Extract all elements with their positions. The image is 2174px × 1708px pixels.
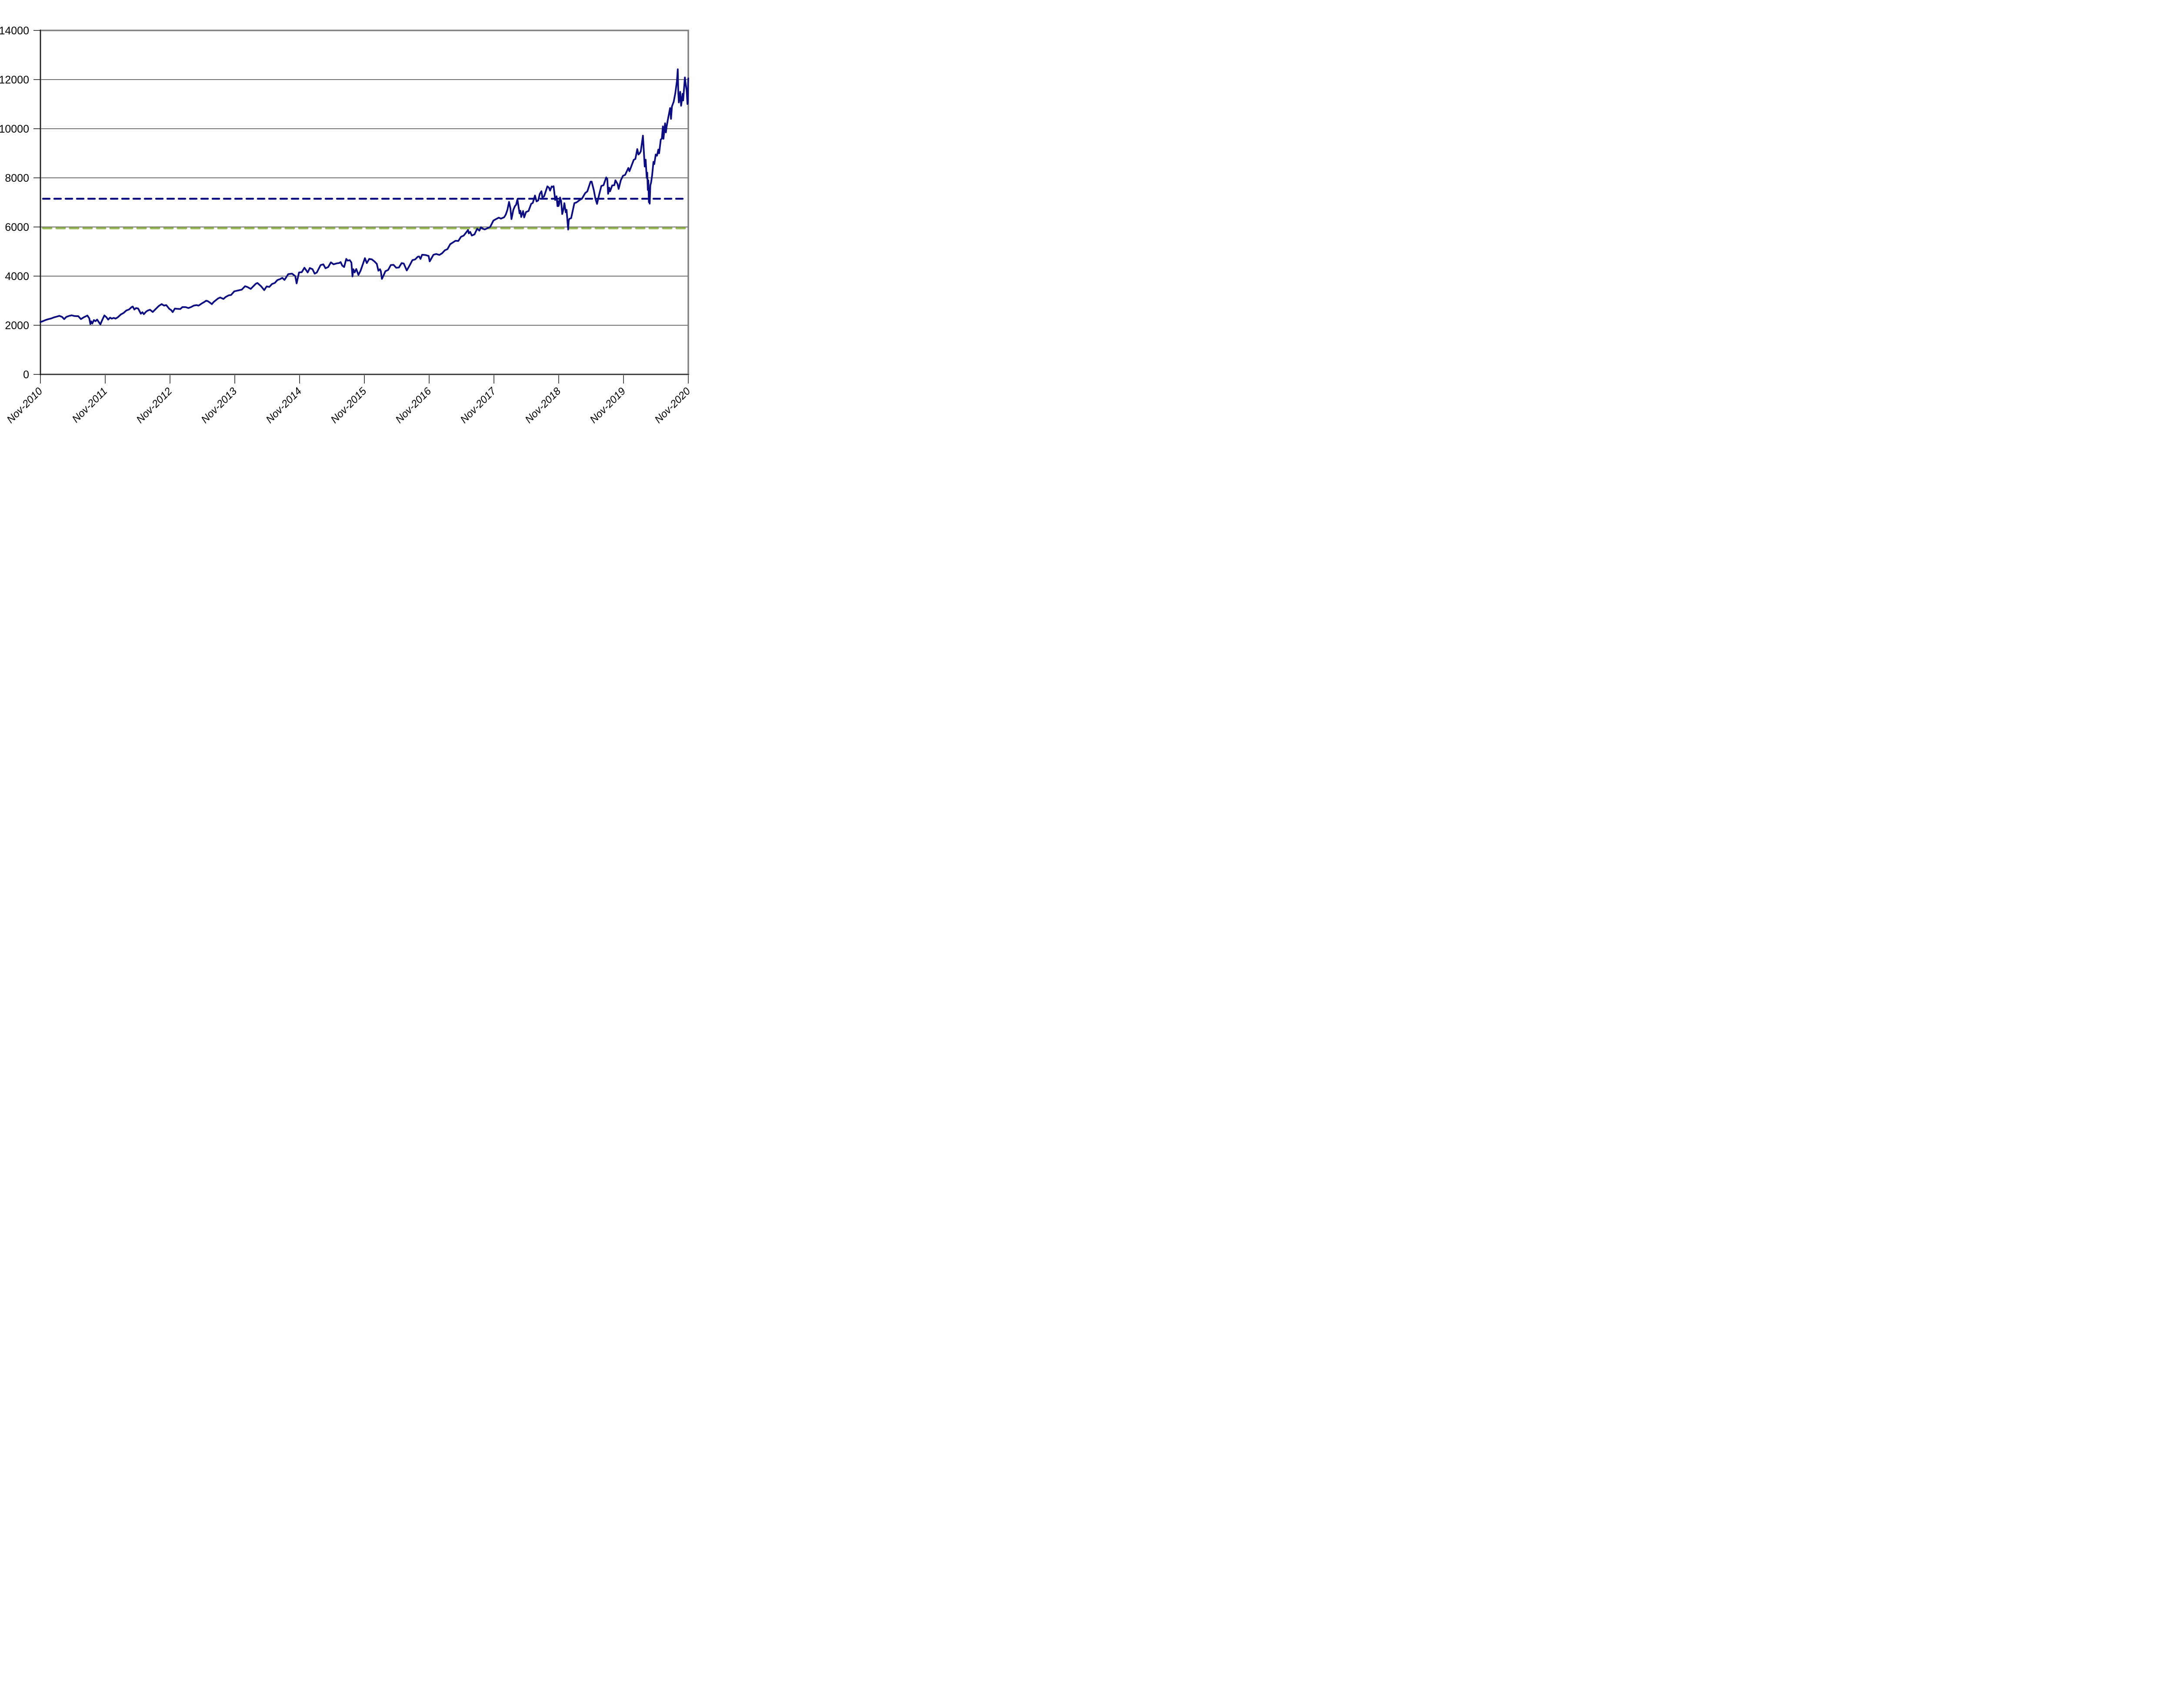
chart-page: 0 2000 4000 6000 8000 10000 12000 14000 Nov-201…: [0, 0, 691, 427]
x-tick-label: Nov-2011: [70, 385, 110, 425]
y-tick-label: 2000: [5, 320, 29, 332]
y-tick-label: 8000: [5, 172, 29, 184]
x-tick-label: Nov-2013: [199, 385, 240, 426]
y-tick-label: 6000: [5, 221, 29, 234]
y-tick-label: 14000: [0, 25, 29, 37]
x-tick-label: Nov-2016: [393, 385, 434, 426]
x-tick-label: Nov-2014: [264, 385, 304, 426]
y-tick-label: 0: [23, 369, 29, 381]
x-tick-label: Nov-2017: [458, 385, 499, 426]
plot-area-border: [40, 30, 689, 375]
series-line-index-level: [40, 68, 689, 325]
x-tick-label: Nov-2019: [588, 385, 628, 426]
x-tick-label: Nov-2020: [653, 385, 691, 426]
y-tick-label: 4000: [5, 270, 29, 283]
y-tick-label: 12000: [0, 74, 29, 86]
x-axis-labels-group: Nov-2010 Nov-2011 Nov-2012 Nov-2013 Nov-2014…: [5, 385, 691, 426]
reference-lines-group: [42, 197, 689, 230]
x-tick-label: Nov-2015: [329, 385, 369, 426]
axis-ticks-group: [33, 30, 689, 384]
x-tick-label: Nov-2018: [523, 385, 564, 426]
x-tick-label: Nov-2010: [5, 385, 45, 426]
plot-border-group: [40, 30, 689, 375]
x-tick-label: Nov-2012: [134, 385, 175, 426]
gridlines-group: [40, 30, 688, 375]
series-group: [40, 68, 689, 325]
line-chart: 0 2000 4000 6000 8000 10000 12000 14000 Nov-201…: [0, 25, 691, 426]
y-tick-label: 10000: [0, 123, 29, 135]
y-axis-labels-group: 0 2000 4000 6000 8000 10000 12000 14000: [0, 25, 29, 381]
